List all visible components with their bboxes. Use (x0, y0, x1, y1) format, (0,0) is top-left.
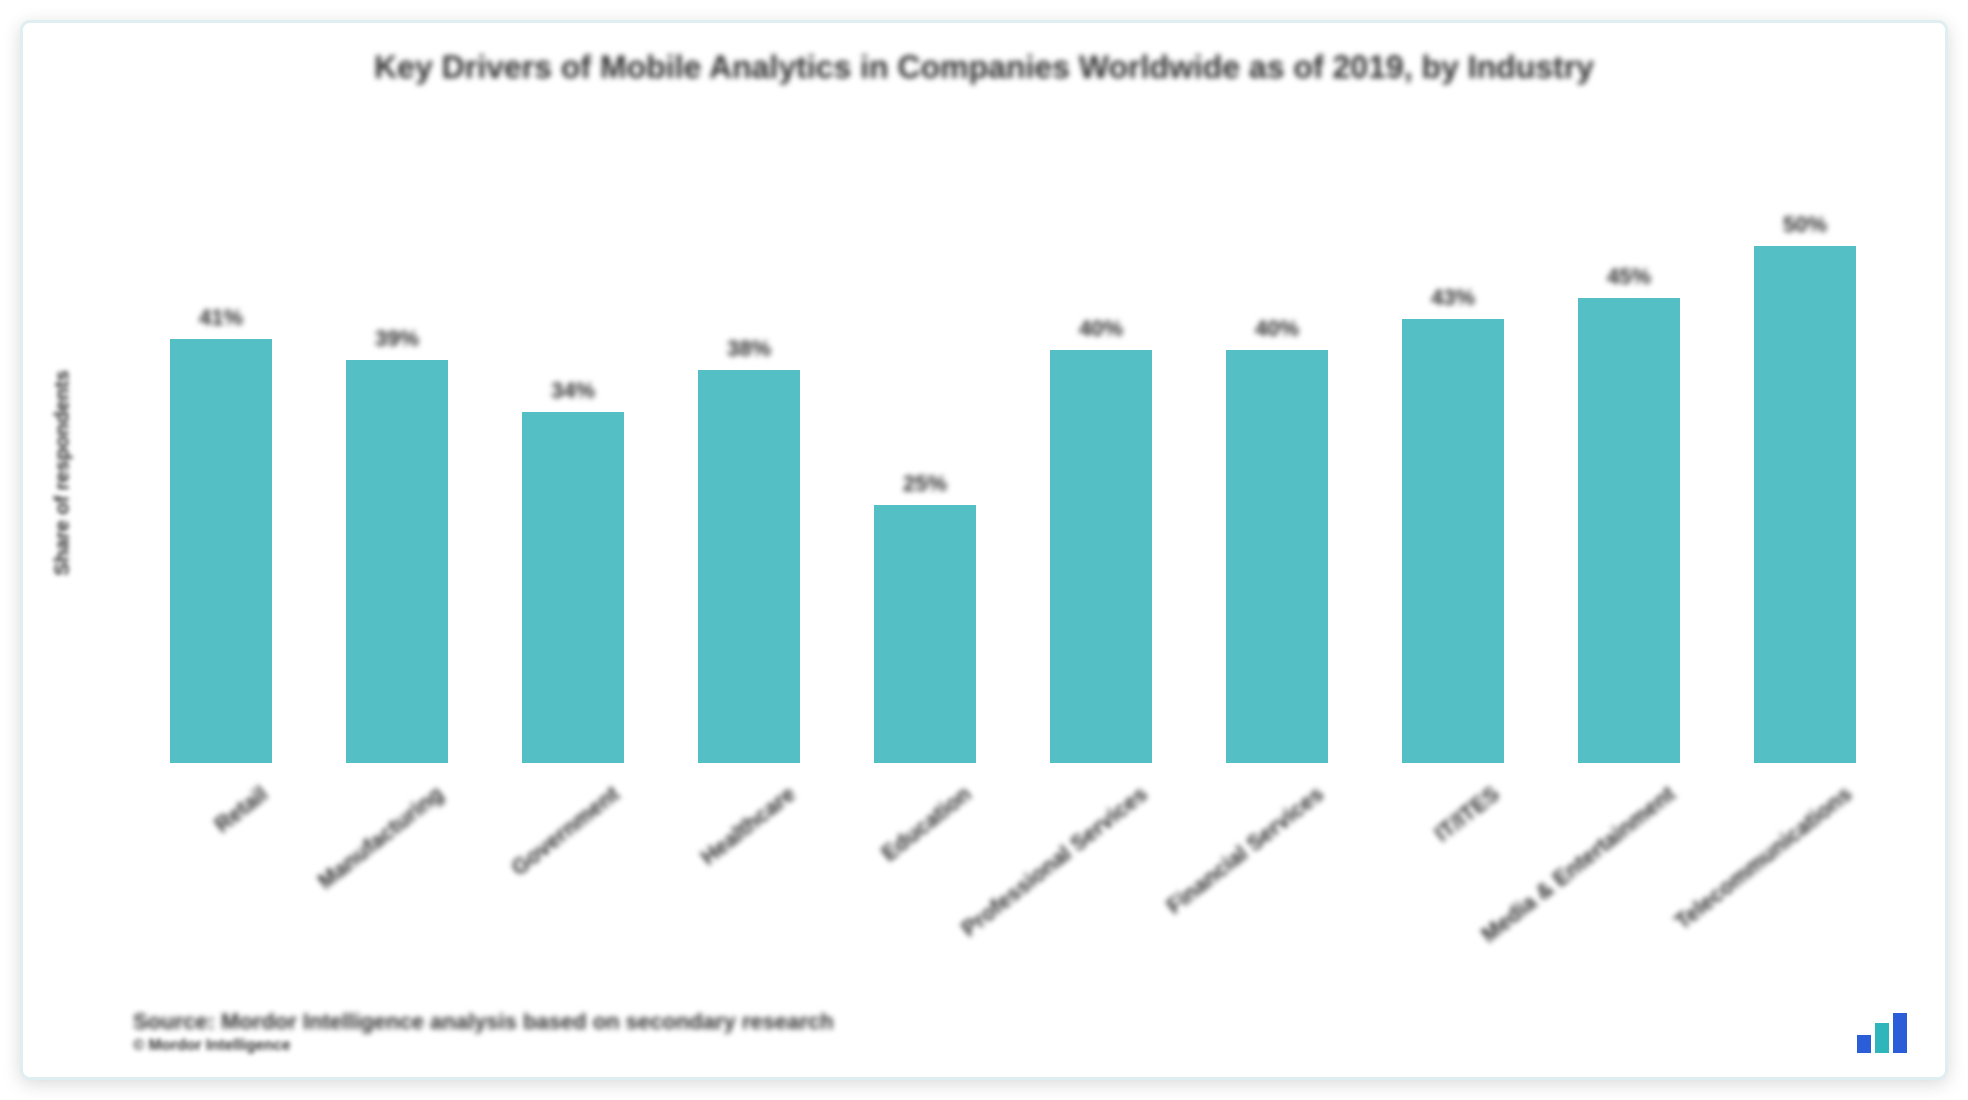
bar-value-label: 41% (170, 305, 272, 331)
logo-bar-icon (1893, 1013, 1907, 1053)
brand-logo (1857, 1013, 1917, 1053)
logo-bar-icon (1875, 1023, 1889, 1053)
bar (1226, 350, 1328, 763)
source-line: Source: Mordor Intelligence analysis bas… (133, 1009, 834, 1035)
plot-area: 41%Retail39%Manufacturing34%Government38… (133, 143, 1893, 763)
category-label: Telecommunications (1670, 781, 1857, 935)
category-label: Retail (210, 781, 273, 838)
bar (522, 412, 624, 763)
chart-frame: Key Drivers of Mobile Analytics in Compa… (20, 20, 1948, 1080)
bar (874, 505, 976, 763)
logo-bar-icon (1857, 1035, 1871, 1053)
bar (170, 339, 272, 763)
bar-value-label: 39% (346, 326, 448, 352)
bar (346, 360, 448, 763)
category-label: Professional Services (957, 781, 1153, 942)
bar (1402, 319, 1504, 763)
y-axis-label: Share of respondents (52, 370, 75, 576)
category-label: Media & Entertainment (1477, 781, 1681, 948)
bar-value-label: 43% (1402, 285, 1504, 311)
category-label: IT/ITES (1430, 781, 1505, 847)
chart-title: Key Drivers of Mobile Analytics in Compa… (23, 49, 1945, 86)
bar (1754, 246, 1856, 763)
bar-value-label: 40% (1226, 316, 1328, 342)
source-line-2: © Mordor Intelligence (133, 1037, 291, 1055)
bar-value-label: 45% (1578, 264, 1680, 290)
category-label: Financial Services (1161, 781, 1328, 920)
category-label: Manufacturing (313, 781, 448, 895)
bar-value-label: 50% (1754, 212, 1856, 238)
category-label: Education (877, 781, 977, 867)
bar (1578, 298, 1680, 763)
bar-value-label: 40% (1050, 316, 1152, 342)
bar-value-label: 25% (874, 471, 976, 497)
category-label: Healthcare (696, 781, 801, 871)
category-label: Government (507, 781, 625, 881)
bar (1050, 350, 1152, 763)
bar-value-label: 34% (522, 378, 624, 404)
bar-value-label: 38% (698, 336, 800, 362)
bar (698, 370, 800, 763)
